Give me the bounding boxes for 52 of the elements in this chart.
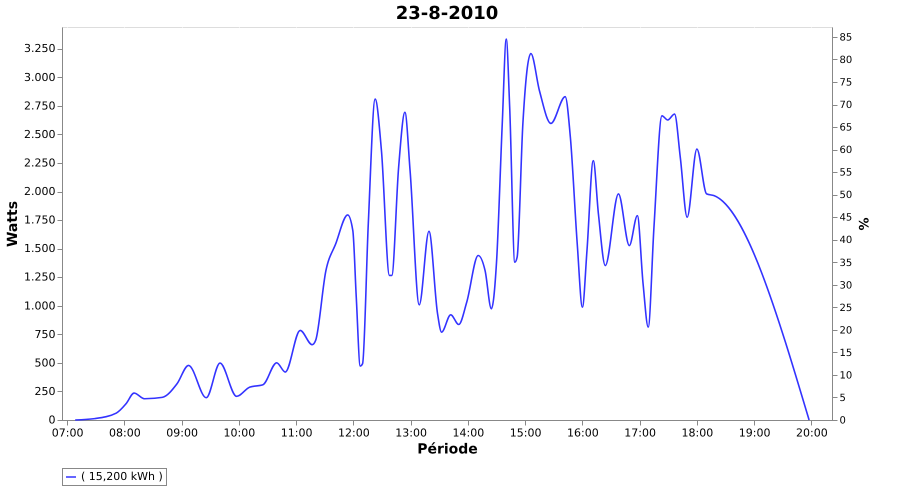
y2-tick-label: 50 xyxy=(840,190,852,202)
y-tick-label: 0 xyxy=(48,414,56,426)
y2-tick-label: 35 xyxy=(840,258,852,269)
y-tick-label: 2.250 xyxy=(24,156,56,170)
y-tick-label: 500 xyxy=(34,356,56,370)
x-tick-label: 12:00 xyxy=(338,426,370,440)
y2-tick-label: 55 xyxy=(840,168,852,179)
y-tick-label: 1.500 xyxy=(24,242,56,256)
y2-axis-title: % xyxy=(855,217,870,231)
x-tick-label: 17:00 xyxy=(624,426,656,440)
y2-tick-label: 75 xyxy=(840,77,852,88)
y2-tick-label: 10 xyxy=(840,370,852,382)
y-axis-title: Watts xyxy=(5,200,22,248)
y-tick-label: 3.250 xyxy=(24,42,56,56)
y-tick-label: 750 xyxy=(34,328,56,341)
x-tick-label: 18:00 xyxy=(682,426,714,440)
y2-tick-label: 20 xyxy=(840,325,852,336)
x-tick-label: 15:00 xyxy=(510,426,542,440)
x-tick-label: 19:00 xyxy=(738,426,770,440)
y2-tick-label: 30 xyxy=(840,280,852,292)
y2-tick-label: 80 xyxy=(840,54,852,66)
x-tick-label: 11:00 xyxy=(280,426,312,440)
y2-tick-label: 60 xyxy=(840,145,852,156)
x-tick-label: 14:00 xyxy=(452,426,484,440)
y-tick-label: 2.000 xyxy=(24,185,56,198)
y2-tick-label: 0 xyxy=(840,416,846,426)
y2-tick-label: 45 xyxy=(840,212,852,224)
y2-tick-label: 70 xyxy=(840,100,852,112)
y-tick-label: 2.750 xyxy=(24,99,56,112)
x-axis-title: Période xyxy=(417,442,478,458)
x-tick-label: 13:00 xyxy=(395,426,427,440)
y2-tick-label: 85 xyxy=(840,32,852,44)
y-tick-label: 1.250 xyxy=(24,270,56,284)
y-tick-label: 1.750 xyxy=(24,214,56,227)
y-tick-label: 250 xyxy=(34,384,56,398)
y2-tick-label: 25 xyxy=(840,302,852,314)
x-tick-label: 09:00 xyxy=(166,426,198,440)
x-tick-label: 16:00 xyxy=(567,426,599,440)
y2-tick-label: 65 xyxy=(840,122,852,134)
y-tick-label: 3.000 xyxy=(24,70,56,84)
y-tick-label: 1.000 xyxy=(24,299,56,312)
x-tick-label: 07:00 xyxy=(52,426,84,440)
line-series xyxy=(74,38,810,421)
x-tick-label: 20:00 xyxy=(796,426,828,440)
x-tick-label: 10:00 xyxy=(224,426,256,440)
y2-tick-label: 5 xyxy=(840,392,846,404)
legend-label: ( 15,200 kWh ) xyxy=(81,470,163,483)
y2-tick-label: 15 xyxy=(840,348,852,359)
x-tick-label: 08:00 xyxy=(109,426,141,440)
chart-title: 23-8-2010 xyxy=(396,3,498,24)
y2-tick-label: 40 xyxy=(840,235,852,246)
y-tick-label: 2.500 xyxy=(24,128,56,141)
